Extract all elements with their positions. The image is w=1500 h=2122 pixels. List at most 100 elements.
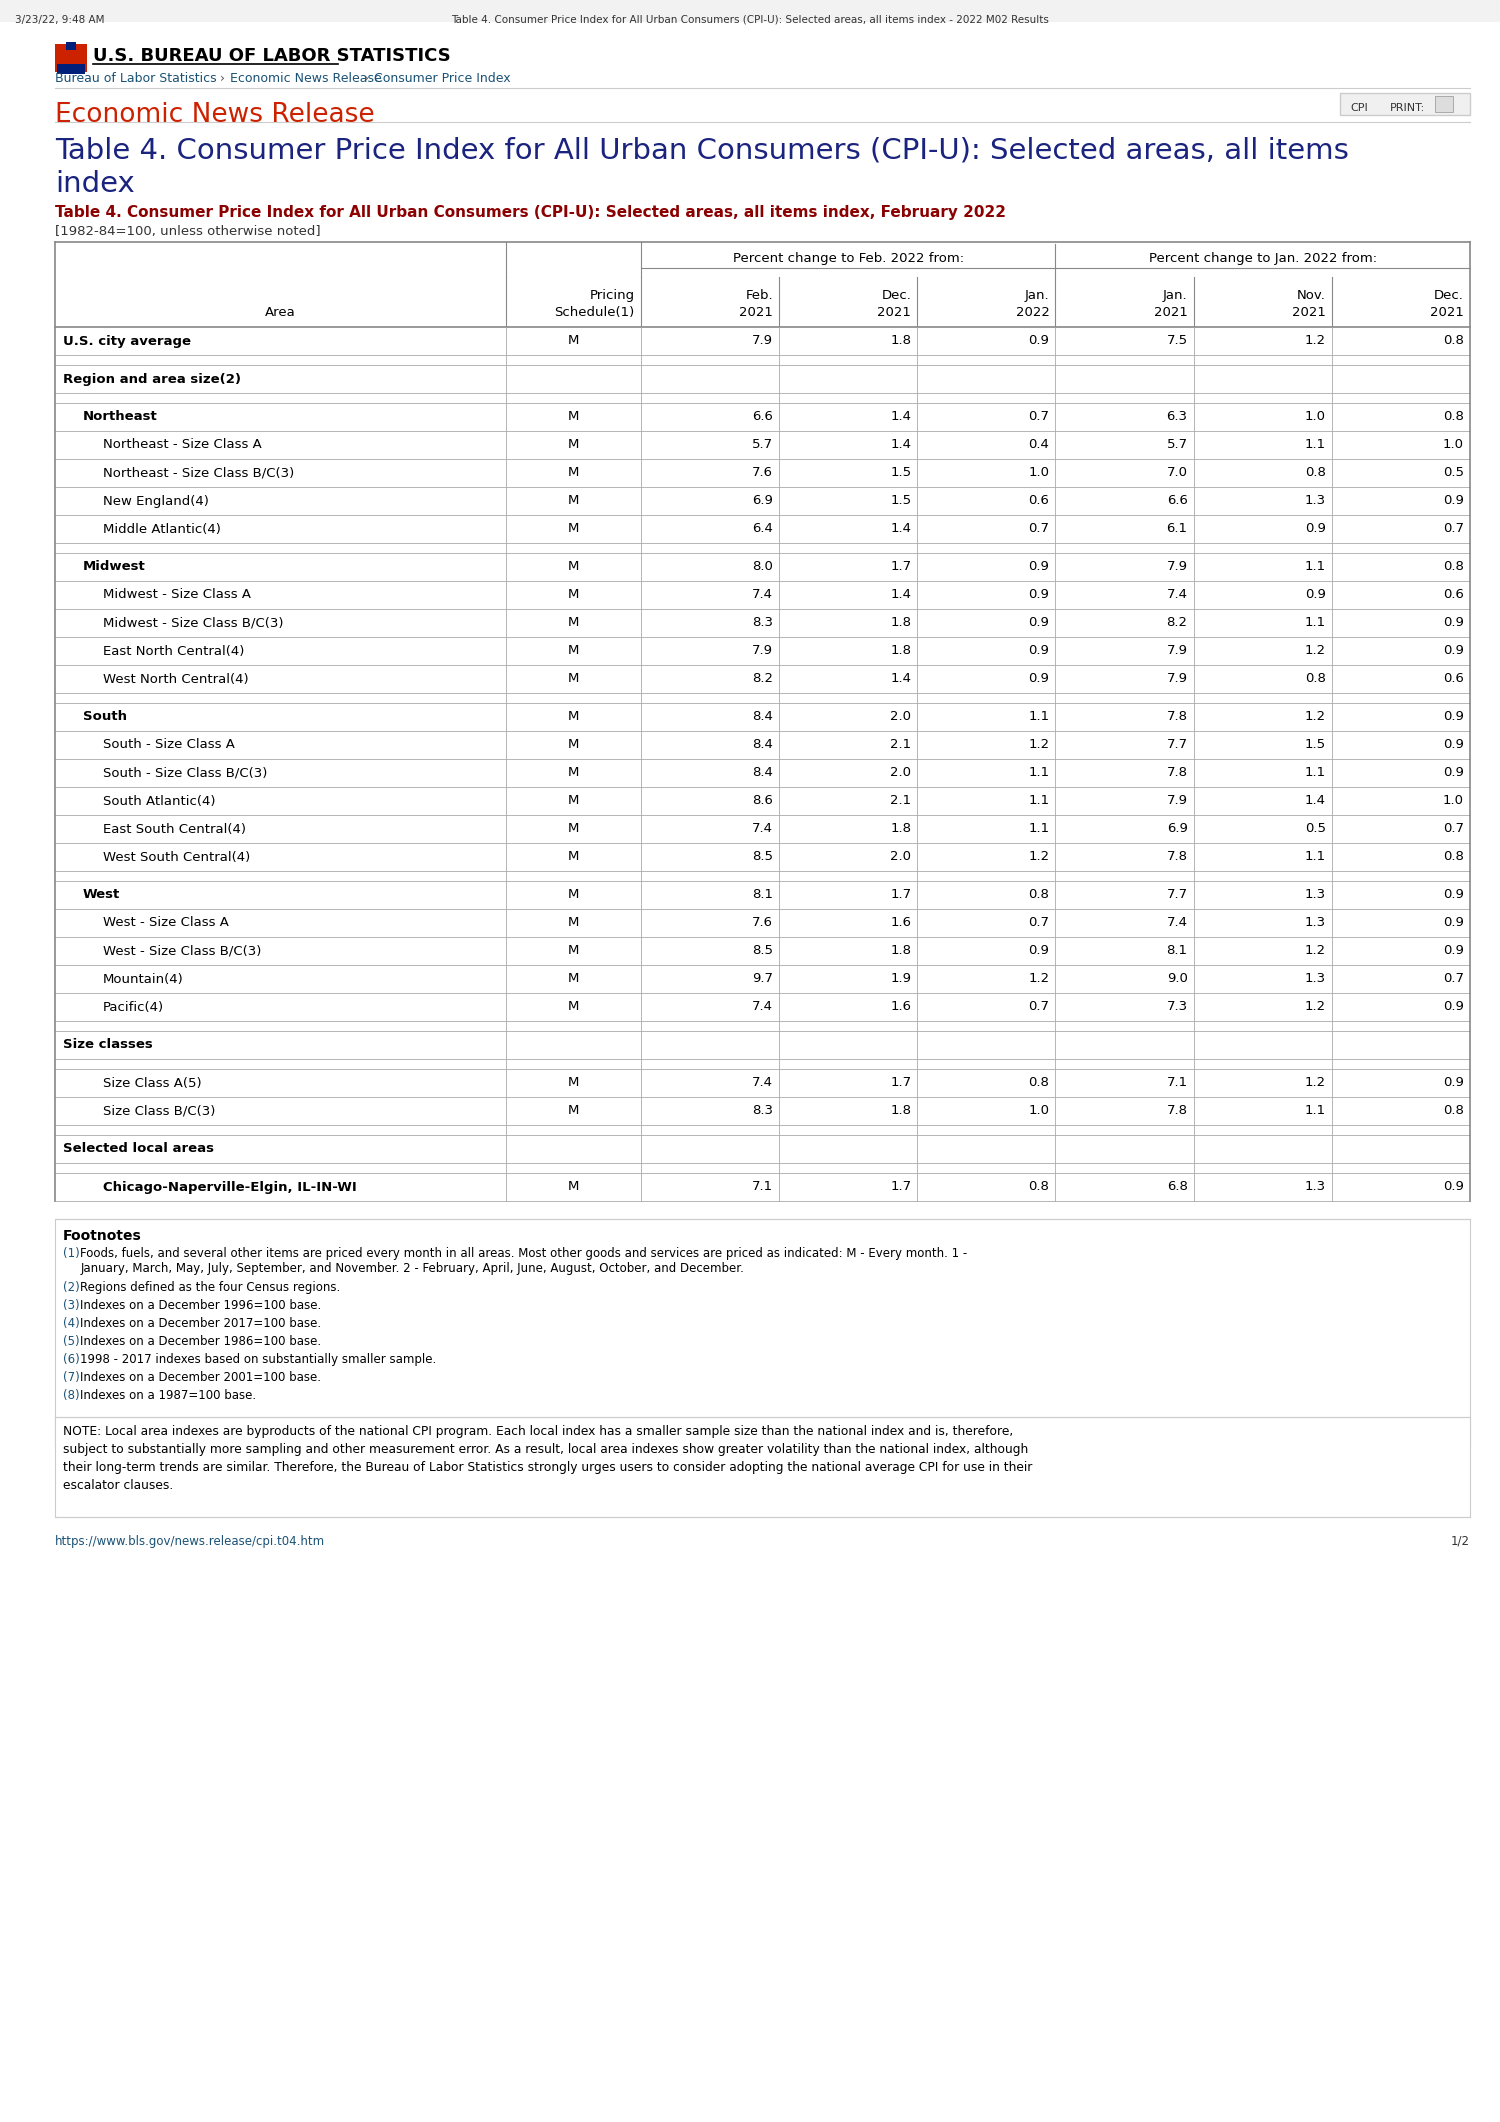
Text: 0.9: 0.9 (1443, 766, 1464, 779)
Text: 8.1: 8.1 (752, 889, 772, 902)
Text: 7.3: 7.3 (1167, 999, 1188, 1014)
Text: 1.4: 1.4 (890, 439, 910, 452)
Text: 8.4: 8.4 (752, 766, 772, 779)
Text: 1.8: 1.8 (890, 1103, 910, 1118)
Text: 9.7: 9.7 (752, 972, 772, 985)
Text: 1.4: 1.4 (1305, 794, 1326, 808)
Text: M: M (567, 588, 579, 601)
Text: Nov.
2021: Nov. 2021 (1292, 289, 1326, 318)
Text: 0.8: 0.8 (1443, 851, 1464, 864)
Text: 2.0: 2.0 (890, 851, 910, 864)
Text: 1.9: 1.9 (890, 972, 910, 985)
Text: M: M (567, 944, 579, 957)
Bar (56, 1218, 1470, 1449)
Text: Table 4. Consumer Price Index for All Urban Consumers (CPI-U): Selected areas, a: Table 4. Consumer Price Index for All Ur… (56, 136, 1348, 163)
Text: Size Class A(5): Size Class A(5) (104, 1076, 201, 1089)
Text: M: M (567, 673, 579, 685)
Text: 1.3: 1.3 (1305, 889, 1326, 902)
Bar (56, 581, 1470, 609)
Text: 1.1: 1.1 (1305, 560, 1326, 573)
Text: 8.2: 8.2 (752, 673, 772, 685)
Text: 0.7: 0.7 (1029, 522, 1050, 535)
Text: 2.1: 2.1 (890, 794, 910, 808)
Text: West: West (82, 889, 120, 902)
Text: 1.4: 1.4 (890, 588, 910, 601)
Text: 8.1: 8.1 (1167, 944, 1188, 957)
Text: 8.6: 8.6 (752, 794, 772, 808)
Bar (56, 431, 1470, 458)
Text: Northeast - Size Class B/C(3): Northeast - Size Class B/C(3) (104, 467, 294, 480)
Text: 0.5: 0.5 (1305, 823, 1326, 836)
Text: 6.6: 6.6 (752, 410, 772, 424)
Bar (56, 842, 1470, 870)
Text: New England(4): New England(4) (104, 494, 209, 507)
Bar (56, 730, 1470, 760)
Text: 0.7: 0.7 (1029, 999, 1050, 1014)
Text: ✦: ✦ (60, 47, 76, 66)
Bar (56, 787, 1470, 815)
Text: M: M (567, 972, 579, 985)
Text: Region and area size(2): Region and area size(2) (63, 373, 242, 386)
Text: West North Central(4): West North Central(4) (104, 673, 249, 685)
Text: 7.5: 7.5 (1167, 335, 1188, 348)
Bar (56, 664, 1470, 694)
Text: 1.0: 1.0 (1305, 410, 1326, 424)
Bar (56, 1059, 1470, 1069)
Text: 1.3: 1.3 (1305, 494, 1326, 507)
Text: Table 4. Consumer Price Index for All Urban Consumers (CPI-U): Selected areas, a: Table 4. Consumer Price Index for All Ur… (56, 206, 1006, 221)
Text: 1.8: 1.8 (890, 335, 910, 348)
Text: 1.1: 1.1 (1305, 1103, 1326, 1118)
Text: 7.6: 7.6 (752, 467, 772, 480)
Text: M: M (567, 467, 579, 480)
Bar (56, 543, 1470, 554)
Text: 0.9: 0.9 (1443, 1076, 1464, 1089)
Text: 0.5: 0.5 (1443, 467, 1464, 480)
Text: Table 4. Consumer Price Index for All Urban Consumers (CPI-U): Selected areas, a: Table 4. Consumer Price Index for All Ur… (452, 15, 1048, 25)
Text: 0.8: 0.8 (1305, 673, 1326, 685)
Text: 0.9: 0.9 (1443, 999, 1464, 1014)
Text: 0.7: 0.7 (1443, 522, 1464, 535)
Text: 1.2: 1.2 (1305, 999, 1326, 1014)
Text: https://www.bls.gov/news.release/cpi.t04.htm: https://www.bls.gov/news.release/cpi.t04… (56, 1534, 326, 1549)
Text: U.S. BUREAU OF LABOR STATISTICS: U.S. BUREAU OF LABOR STATISTICS (93, 47, 450, 66)
Text: 1.4: 1.4 (890, 522, 910, 535)
Text: 8.3: 8.3 (752, 618, 772, 630)
Text: 1.5: 1.5 (1305, 738, 1326, 751)
Text: 1.6: 1.6 (890, 999, 910, 1014)
Bar (1436, 95, 1454, 112)
Text: 0.9: 0.9 (1443, 618, 1464, 630)
Text: Consumer Price Index: Consumer Price Index (375, 72, 512, 85)
Text: 7.1: 7.1 (1167, 1076, 1188, 1089)
Text: 0.9: 0.9 (1029, 588, 1050, 601)
Text: 0.8: 0.8 (1029, 1076, 1050, 1089)
Bar (56, 938, 1470, 966)
Text: Midwest: Midwest (82, 560, 146, 573)
Text: Pacific(4): Pacific(4) (104, 999, 164, 1014)
Text: M: M (567, 522, 579, 535)
Text: Size Class B/C(3): Size Class B/C(3) (104, 1103, 216, 1118)
Text: Indexes on a December 2001=100 base.: Indexes on a December 2001=100 base. (81, 1371, 321, 1384)
Bar (57, 64, 86, 74)
Text: Chicago-Naperville-Elgin, IL-IN-WI: Chicago-Naperville-Elgin, IL-IN-WI (104, 1180, 357, 1193)
Text: 1.1: 1.1 (1029, 711, 1050, 724)
Text: South: South (82, 711, 128, 724)
Bar (56, 1097, 1470, 1125)
Text: 7.9: 7.9 (1167, 673, 1188, 685)
Text: 0.9: 0.9 (1029, 335, 1050, 348)
Text: Size classes: Size classes (63, 1038, 153, 1053)
Text: 6.6: 6.6 (1167, 494, 1188, 507)
Text: 1.2: 1.2 (1029, 738, 1050, 751)
Text: Footnotes: Footnotes (63, 1229, 141, 1243)
Text: 1.7: 1.7 (890, 560, 910, 573)
Text: 7.1: 7.1 (752, 1180, 772, 1193)
Text: (4): (4) (63, 1318, 80, 1330)
Text: 8.5: 8.5 (752, 851, 772, 864)
Text: 0.9: 0.9 (1029, 560, 1050, 573)
Text: Percent change to Jan. 2022 from:: Percent change to Jan. 2022 from: (1149, 253, 1377, 265)
Text: 1.3: 1.3 (1305, 917, 1326, 929)
Text: 0.7: 0.7 (1443, 972, 1464, 985)
Text: M: M (567, 439, 579, 452)
Text: Area: Area (266, 306, 296, 318)
Text: 1.1: 1.1 (1305, 851, 1326, 864)
Text: (1): (1) (63, 1248, 80, 1260)
